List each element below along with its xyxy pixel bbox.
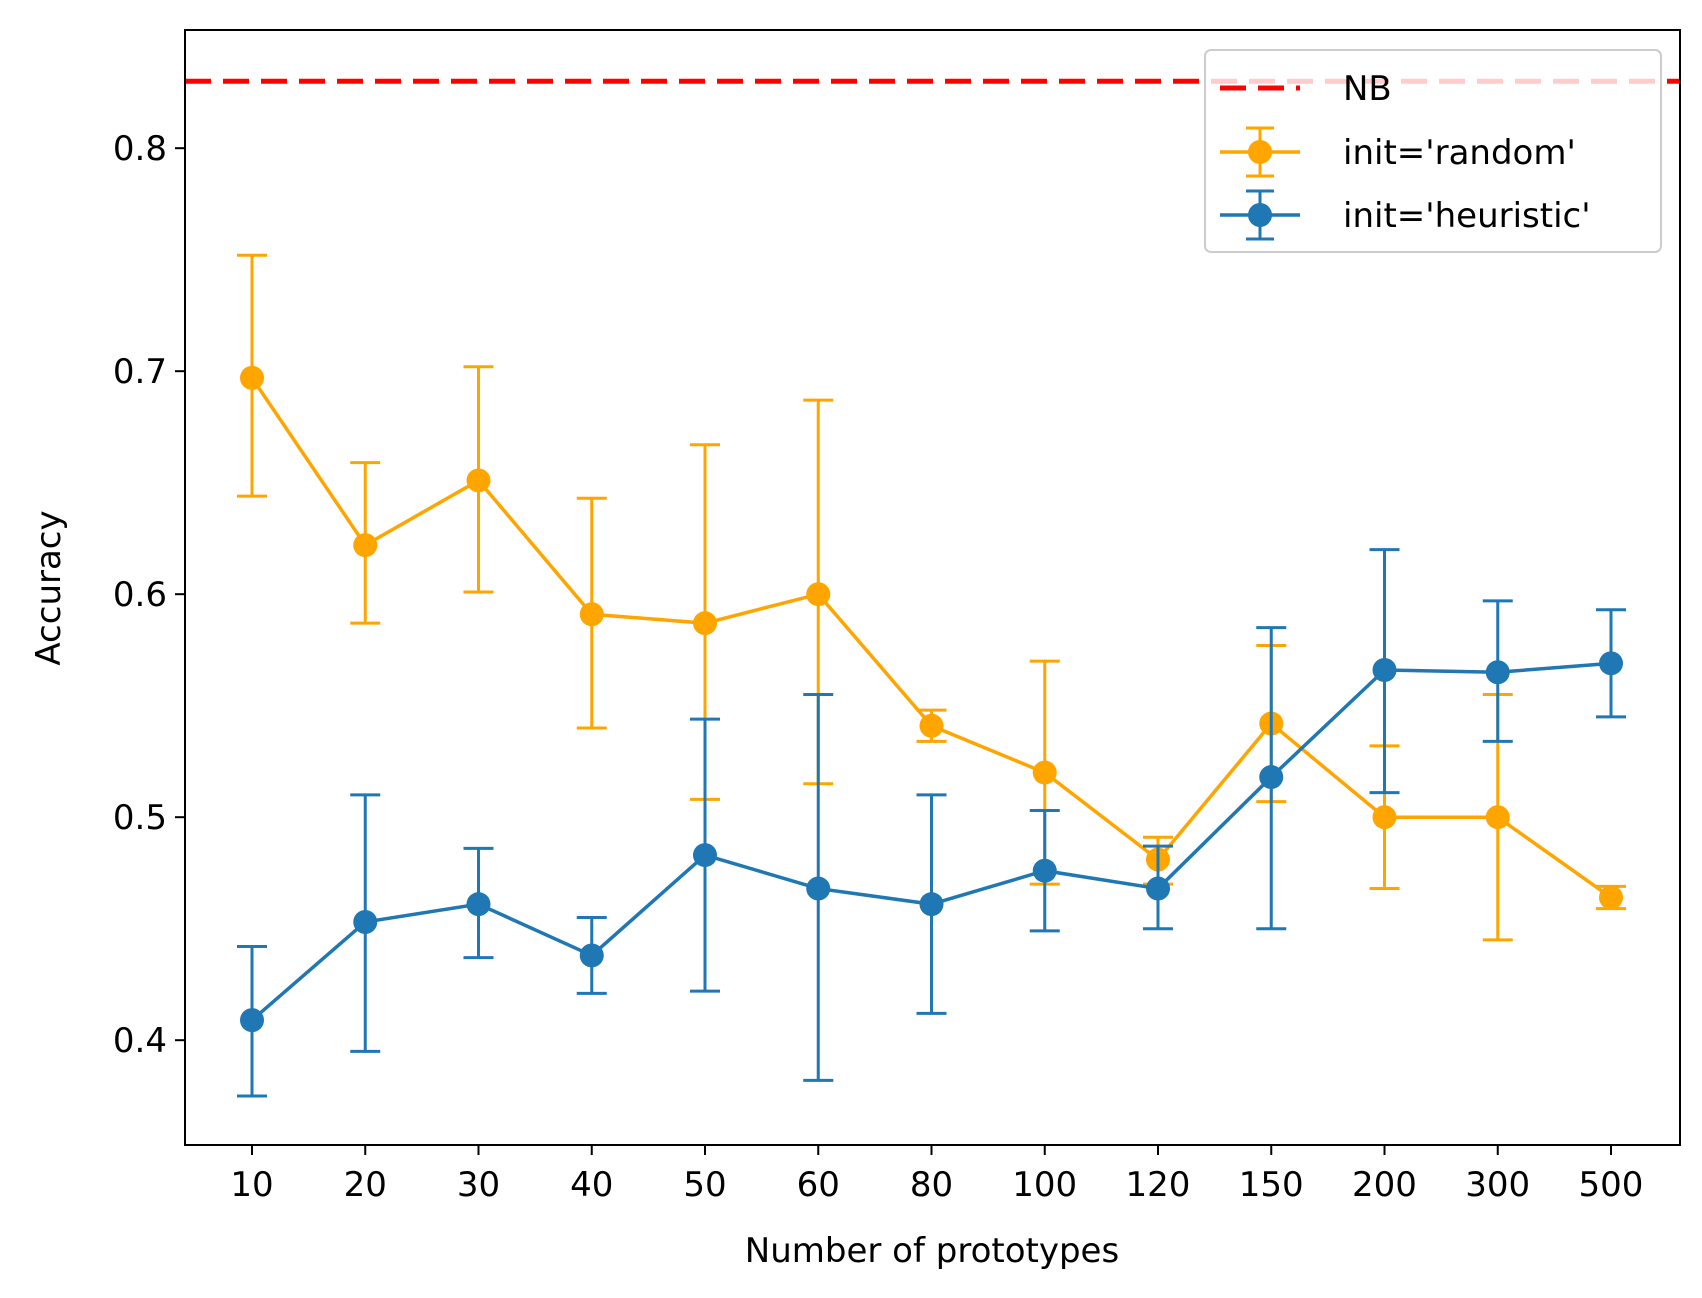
x-tick-label: 120 — [1126, 1165, 1191, 1205]
legend-box — [1204, 49, 1662, 253]
y-axis: 0.4 0.5 0.6 0.7 0.8 — [113, 129, 185, 1061]
data-point — [466, 468, 491, 493]
data-point — [1372, 658, 1397, 683]
x-tick-label: 300 — [1465, 1165, 1530, 1205]
data-point — [1485, 660, 1510, 685]
x-tick-label: 30 — [457, 1165, 500, 1205]
data-point — [919, 892, 944, 917]
legend-nb-label: NB — [1343, 69, 1392, 109]
legend-random-label: init='random' — [1343, 133, 1576, 173]
y-tick-label: 0.7 — [113, 352, 167, 392]
data-point — [806, 582, 831, 607]
data-point — [919, 713, 944, 738]
data-point — [1599, 651, 1623, 676]
legend-random-marker — [1248, 140, 1272, 164]
x-axis-label: Number of prototypes — [745, 1231, 1119, 1271]
series-layer — [237, 253, 1626, 1098]
data-point — [1372, 805, 1397, 830]
legend-heuristic-marker — [1248, 203, 1272, 227]
y-axis-label: Accuracy — [29, 510, 69, 665]
x-tick-label: 50 — [683, 1165, 726, 1205]
data-point — [353, 910, 378, 934]
data-point — [1599, 885, 1623, 910]
data-point — [579, 943, 604, 968]
data-point — [579, 602, 604, 627]
x-tick-label: 10 — [230, 1165, 273, 1205]
data-point — [1259, 765, 1284, 790]
data-point — [240, 1008, 264, 1033]
data-point — [693, 611, 717, 636]
data-point — [1032, 760, 1057, 785]
x-tick-label: 200 — [1352, 1165, 1417, 1205]
x-tick-label: 80 — [910, 1165, 953, 1205]
data-point — [1146, 876, 1170, 901]
y-tick-label: 0.6 — [113, 575, 167, 615]
x-axis: 10 20 30 40 50 60 80 100 120 150 200 300 500 — [230, 1145, 1643, 1205]
data-point — [806, 876, 831, 901]
series-random — [237, 253, 1626, 942]
x-tick-label: 500 — [1579, 1165, 1644, 1205]
series-heuristic — [237, 548, 1626, 1098]
x-tick-label: 100 — [1012, 1165, 1077, 1205]
y-tick-label: 0.5 — [113, 798, 167, 838]
data-point — [353, 533, 378, 558]
data-point — [240, 365, 264, 390]
y-tick-label: 0.4 — [113, 1021, 167, 1061]
legend: NB init='random' init='heuristic' — [1204, 49, 1662, 253]
legend-heuristic-label: init='heuristic' — [1343, 196, 1591, 236]
x-tick-label: 60 — [797, 1165, 840, 1205]
x-tick-label: 150 — [1239, 1165, 1304, 1205]
x-tick-label: 20 — [344, 1165, 387, 1205]
data-point — [693, 843, 717, 868]
x-tick-label: 40 — [570, 1165, 613, 1205]
data-point — [1485, 805, 1510, 830]
y-tick-label: 0.8 — [113, 129, 167, 169]
data-point — [1032, 858, 1057, 883]
data-point — [466, 892, 491, 917]
